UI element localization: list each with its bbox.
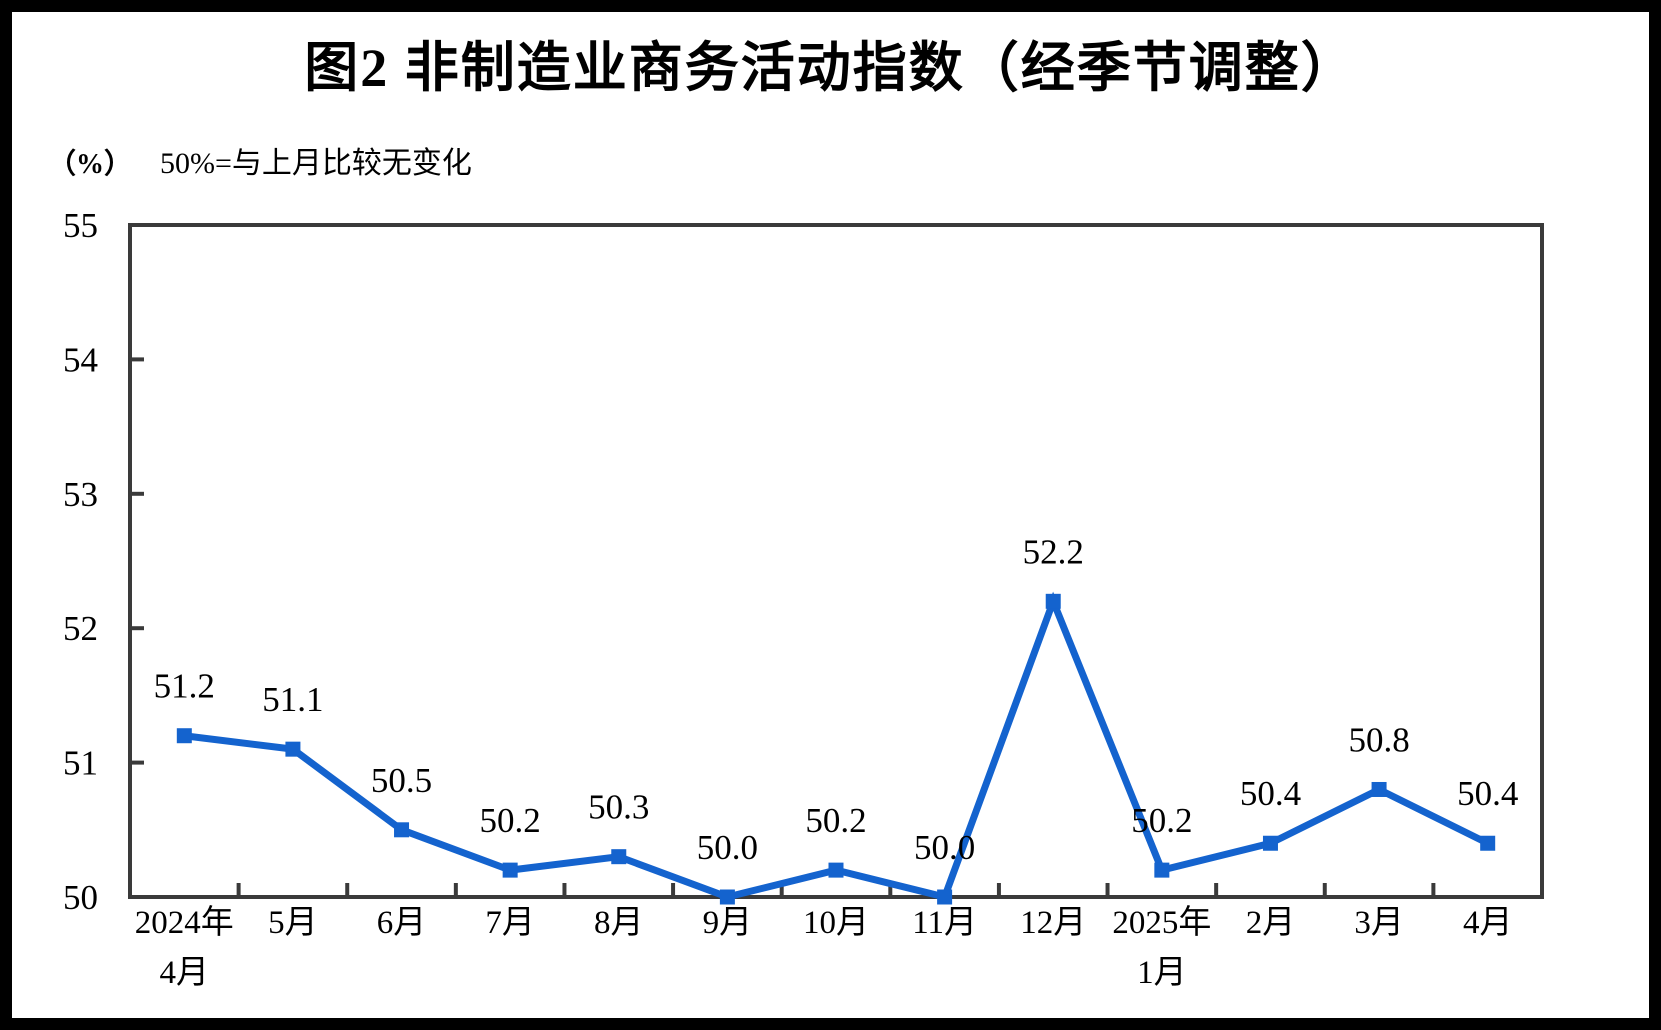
- x-axis-category-label: 10月: [803, 905, 869, 941]
- data-point-marker: [1262, 835, 1278, 851]
- data-point-label: 50.8: [1348, 720, 1409, 759]
- data-point-marker: [394, 822, 410, 838]
- x-axis-category-label: 7月: [485, 905, 535, 941]
- data-point-marker: [502, 862, 518, 878]
- y-axis-tick-label: 55: [63, 206, 98, 245]
- data-line: [183, 591, 1490, 902]
- chart-title: 图2 非制造业商务活动指数（经季节调整）: [304, 38, 1357, 98]
- data-point-label: 51.1: [262, 680, 323, 719]
- data-point-marker: [1371, 781, 1387, 797]
- x-axis-category-label: 5月: [268, 905, 318, 941]
- x-axis-category-label: 12月: [1020, 905, 1086, 941]
- data-point-marker: [611, 849, 627, 865]
- x-axis-category-label: 6月: [377, 905, 427, 941]
- data-point-marker: [937, 889, 953, 905]
- data-point-label: 52.2: [1023, 532, 1084, 571]
- y-axis-tick-label: 51: [63, 744, 98, 783]
- subtitle-row: （%） 50%=与上月比较无变化: [48, 138, 472, 182]
- data-point-marker: [1045, 593, 1061, 609]
- x-axis-category-label: 11月: [912, 905, 977, 941]
- data-point-label: 50.0: [697, 828, 758, 867]
- data-point-marker: [176, 728, 192, 744]
- x-axis-category-label: 2025年: [1112, 904, 1211, 941]
- x-axis-category-label: 3月: [1354, 905, 1404, 941]
- data-point-marker: [719, 889, 735, 905]
- data-point-label: 50.4: [1240, 774, 1301, 813]
- data-point-label: 51.2: [154, 667, 215, 706]
- line-chart: 50 51 52 53 54 55 2024年 4月 5月 6月 7月 8月 9月 10月 11月 12月 20…: [63, 206, 1544, 991]
- x-axis-category-label: 1月: [1137, 955, 1187, 991]
- data-point-marker: [1154, 862, 1170, 878]
- y-axis-tick-label: 53: [63, 475, 98, 514]
- data-point-label: 50.2: [1131, 801, 1192, 840]
- y-axis-tick-label: 54: [63, 340, 98, 379]
- plot-border: [128, 223, 1544, 899]
- data-point-label: 50.5: [371, 761, 432, 800]
- x-axis-category-label: 4月: [1463, 905, 1513, 941]
- data-point-marker: [285, 741, 301, 757]
- data-point-label: 50.2: [480, 801, 541, 840]
- x-axis-category-label: 2月: [1246, 905, 1296, 941]
- data-point-label: 50.0: [914, 828, 975, 867]
- data-point-marker: [1480, 835, 1496, 851]
- y-axis-unit-label: （%）: [48, 149, 133, 180]
- data-point-label: 50.3: [588, 788, 649, 827]
- x-axis-category-label: 8月: [594, 905, 644, 941]
- x-axis-category-label: 9月: [703, 905, 753, 941]
- x-axis-category-label: 2024年: [135, 904, 234, 941]
- data-point-label: 50.2: [805, 801, 866, 840]
- y-axis-tick-label: 52: [63, 609, 98, 648]
- chart-note: 50%=与上月比较无变化: [160, 147, 472, 180]
- x-axis-category-label: 4月: [160, 955, 210, 991]
- data-point-marker: [828, 862, 844, 878]
- y-axis-tick-label: 50: [63, 878, 98, 917]
- data-point-label: 50.4: [1457, 774, 1518, 813]
